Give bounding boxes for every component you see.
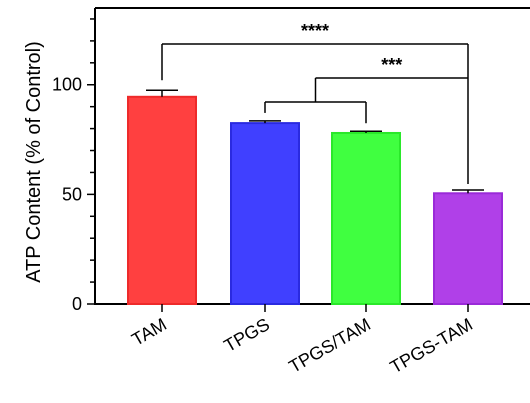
bar [230, 122, 300, 305]
bar [127, 95, 197, 305]
significance-label: *** [381, 55, 402, 75]
x-tick-label: TAM [128, 314, 170, 350]
bar [331, 131, 401, 305]
significance-label: **** [301, 21, 329, 41]
x-tick-label: TPGS [221, 314, 273, 356]
y-axis-label: ATP Content (% of Control) [23, 41, 45, 283]
y-tick-label: 100 [52, 75, 82, 95]
x-tick-label: TPGS/TAM [285, 314, 374, 377]
y-tick-label: 0 [72, 294, 82, 314]
bar [433, 192, 503, 306]
y-tick-label: 50 [62, 184, 82, 204]
x-tick-label: TPGS-TAM [387, 314, 476, 377]
